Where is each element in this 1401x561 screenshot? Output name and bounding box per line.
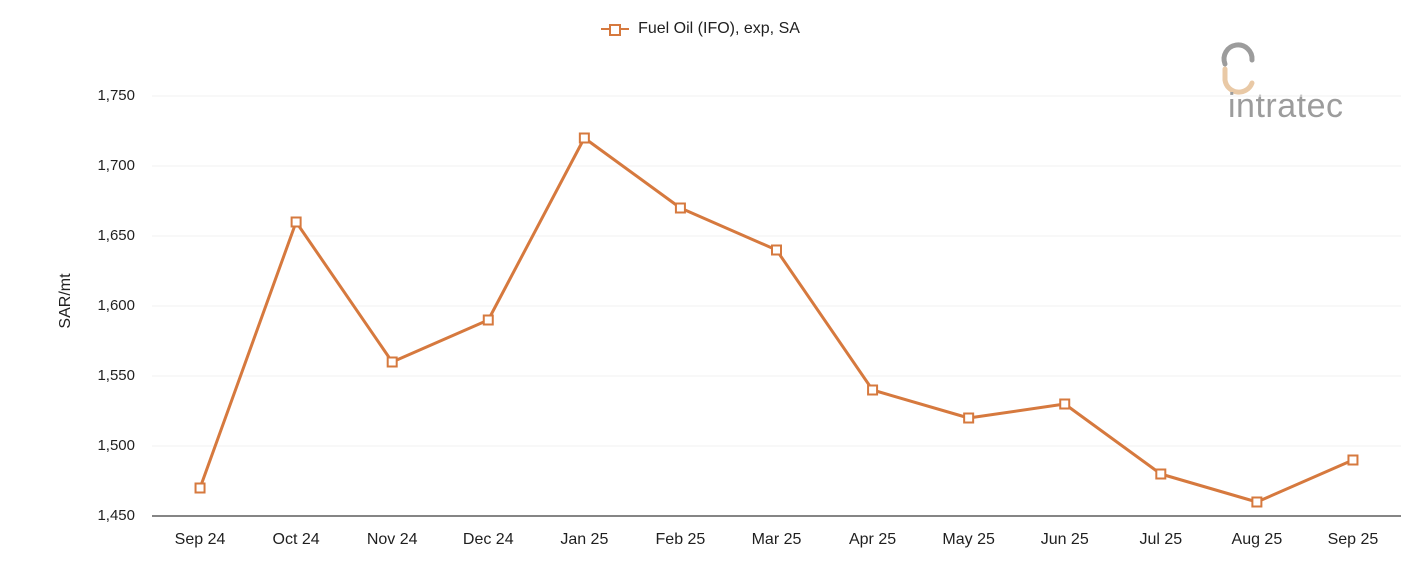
- data-point-marker[interactable]: [386, 356, 398, 368]
- data-point-marker[interactable]: [771, 244, 782, 256]
- data-point-marker[interactable]: [963, 412, 975, 424]
- y-tick-label: 1,700: [97, 157, 135, 174]
- intratec-logo: intratec: [1212, 38, 1382, 123]
- data-point-marker[interactable]: [1155, 468, 1167, 480]
- data-point-marker[interactable]: [194, 482, 206, 494]
- y-tick-label: 1,600: [97, 297, 135, 314]
- data-point-marker[interactable]: [1059, 398, 1071, 410]
- x-tick-label: Dec 24: [462, 531, 514, 548]
- x-tick-label: Mar 25: [751, 531, 802, 548]
- x-tick-label: Jun 25: [1040, 531, 1089, 548]
- y-tick-label: 1,500: [97, 437, 135, 454]
- legend[interactable]: Fuel Oil (IFO), exp, SA: [0, 19, 1401, 39]
- logo-mark-icon: [1221, 42, 1255, 95]
- data-point-marker[interactable]: [578, 132, 590, 144]
- legend-label: Fuel Oil (IFO), exp, SA: [638, 20, 800, 37]
- y-tick-label: 1,650: [97, 227, 135, 244]
- series-line: [198, 136, 1355, 504]
- y-tick-label: 1,550: [97, 367, 135, 384]
- x-tick-label: Jan 25: [560, 531, 609, 548]
- x-tick-label: Aug 25: [1231, 531, 1283, 548]
- data-point-marker[interactable]: [1251, 496, 1263, 508]
- legend-square-marker: [609, 23, 622, 36]
- y-tick-label: 1,450: [97, 507, 135, 524]
- legend-line-marker-icon: [601, 23, 630, 36]
- logo-text: intratec: [1228, 87, 1344, 125]
- data-point-marker[interactable]: [674, 202, 686, 214]
- data-point-marker[interactable]: [1347, 454, 1359, 466]
- data-point-marker[interactable]: [482, 314, 494, 326]
- x-tick-label: Apr 25: [848, 531, 897, 548]
- x-tick-label: Sep 25: [1327, 531, 1379, 548]
- y-tick-label: 1,750: [97, 87, 135, 104]
- x-tick-label: Feb 25: [655, 531, 706, 548]
- x-tick-label: Nov 24: [366, 531, 418, 548]
- x-tick-label: Jul 25: [1139, 531, 1183, 548]
- data-point-marker[interactable]: [867, 384, 879, 396]
- x-tick-label: May 25: [942, 531, 995, 548]
- data-point-marker[interactable]: [290, 216, 302, 228]
- x-tick-label: Sep 24: [174, 531, 226, 548]
- x-tick-label: Oct 24: [272, 531, 320, 548]
